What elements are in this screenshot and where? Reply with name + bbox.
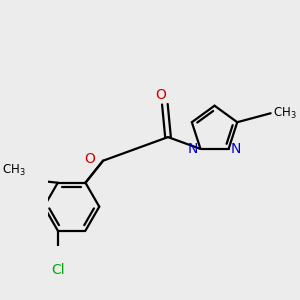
Text: O: O xyxy=(85,152,95,167)
Text: CH$_3$: CH$_3$ xyxy=(273,106,297,121)
Text: N: N xyxy=(188,142,198,156)
Text: Cl: Cl xyxy=(51,262,64,277)
Text: O: O xyxy=(156,88,167,102)
Text: N: N xyxy=(231,142,242,156)
Text: CH$_3$: CH$_3$ xyxy=(2,163,26,178)
